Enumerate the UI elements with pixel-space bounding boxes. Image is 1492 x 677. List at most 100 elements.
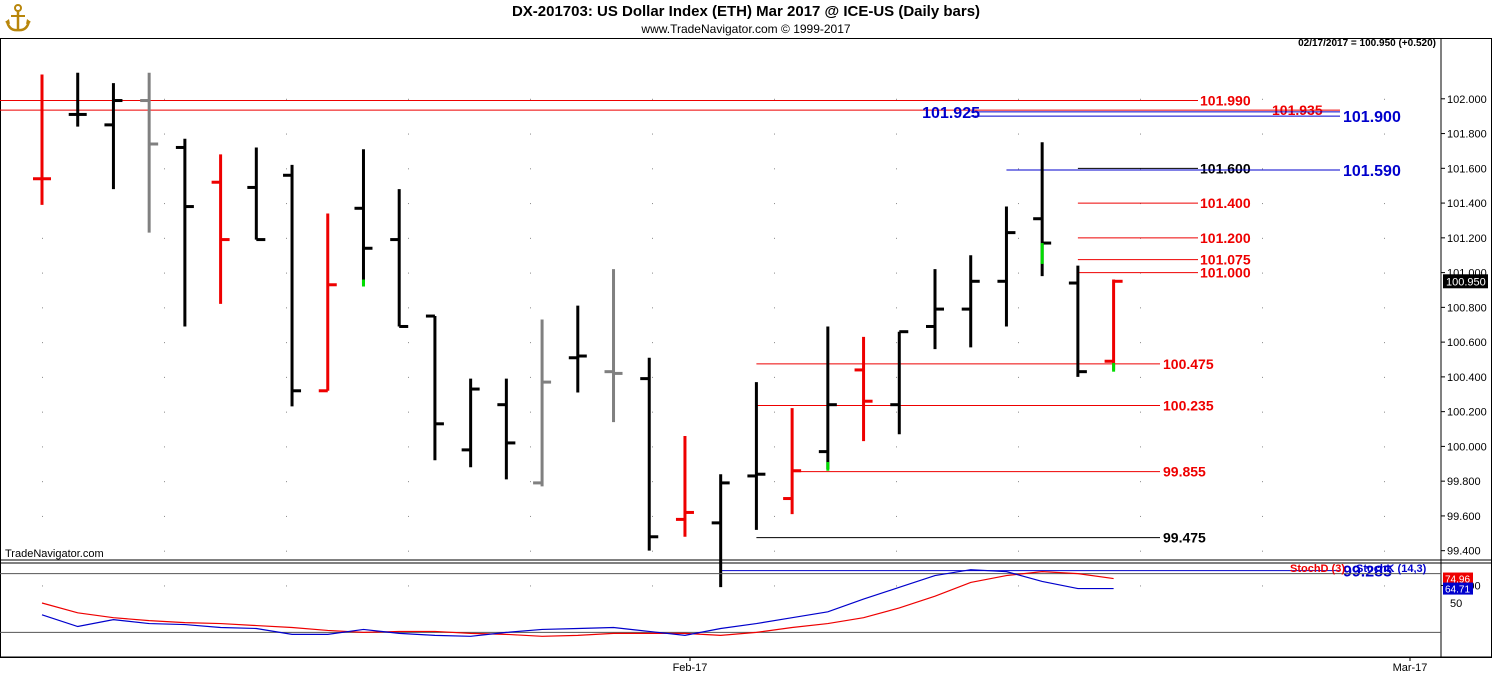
- grid-dot: [530, 515, 531, 517]
- grid-dot: [1018, 203, 1019, 205]
- grid-dot: [1262, 550, 1263, 552]
- grid-dot: [530, 550, 531, 552]
- grid-dot: [164, 98, 165, 100]
- grid-dot: [1262, 481, 1263, 483]
- grid-dot: [164, 168, 165, 170]
- grid-dot: [42, 272, 43, 274]
- grid-dot: [1384, 168, 1385, 170]
- grid-dot: [530, 307, 531, 309]
- grid-dot: [652, 481, 653, 483]
- grid-dot: [652, 376, 653, 378]
- grid-dot: [652, 307, 653, 309]
- grid-dot: [408, 307, 409, 309]
- ohlc-bar: [104, 83, 123, 190]
- ohlc-bar: [675, 435, 694, 537]
- grid-dot: [1018, 133, 1019, 135]
- grid-dot: [164, 272, 165, 274]
- grid-dot: [286, 133, 287, 135]
- grid-dot: [530, 237, 531, 239]
- price-tick-label: 101.200: [1447, 233, 1487, 245]
- ohlc-bar: [497, 378, 516, 480]
- price-tick-label: 102.000: [1447, 94, 1487, 106]
- ohlc-bar: [318, 213, 337, 393]
- grid-dot: [1018, 342, 1019, 344]
- grid-dot: [1018, 515, 1019, 517]
- grid-dot: [408, 550, 409, 552]
- grid-dot: [1262, 515, 1263, 517]
- grid-dot: [42, 481, 43, 483]
- grid-dot: [286, 411, 287, 413]
- grid-dot: [774, 411, 775, 413]
- ohlc-bar: [33, 74, 51, 205]
- level-label: 101.590: [1343, 163, 1401, 180]
- grid-dot: [286, 203, 287, 205]
- grid-dot: [1140, 585, 1141, 587]
- grid-dot: [1262, 98, 1263, 100]
- grid-dot: [774, 237, 775, 239]
- grid-dot: [1384, 342, 1385, 344]
- grid-dot: [1140, 98, 1141, 100]
- time-axis: Feb-17 Mar-17: [673, 657, 1427, 674]
- level-label: 99.855: [1163, 464, 1206, 480]
- level-label: 99.475: [1163, 530, 1206, 546]
- grid-dot: [1018, 98, 1019, 100]
- grid-dot: [42, 342, 43, 344]
- grid-dot: [530, 98, 531, 100]
- price-tick-label: 100.600: [1447, 337, 1487, 349]
- grid-dot: [164, 446, 165, 448]
- grid-dot: [1140, 446, 1141, 448]
- grid-dot: [896, 307, 897, 309]
- grid-dot: [408, 342, 409, 344]
- grid-dot: [1018, 272, 1019, 274]
- ohlc-bar: [354, 149, 373, 285]
- grid-dot: [286, 237, 287, 239]
- grid-dot: [1384, 585, 1385, 587]
- grid-dot: [774, 515, 775, 517]
- grid-dot: [896, 272, 897, 274]
- level-label: 101.600: [1200, 160, 1251, 176]
- grid-dot: [408, 446, 409, 448]
- grid-dot: [164, 307, 165, 309]
- grid-dot: [42, 585, 43, 587]
- ohlc-bar: [390, 189, 409, 328]
- price-tick-label: 99.600: [1447, 511, 1481, 523]
- ohlc-bar: [997, 206, 1016, 327]
- grid-dot: [652, 203, 653, 205]
- grid-dot: [1262, 237, 1263, 239]
- ohlc-bar: [1068, 265, 1087, 377]
- grid-dot: [408, 98, 409, 100]
- level-label: 101.075: [1200, 252, 1251, 268]
- grid-dot: [896, 550, 897, 552]
- grid-dot: [1140, 376, 1141, 378]
- ohlc-bar: [890, 330, 909, 435]
- grid-dot: [896, 168, 897, 170]
- grid-dot: [408, 203, 409, 205]
- ohlc-bar: [533, 319, 552, 487]
- grid-dot: [42, 446, 43, 448]
- price-tick-label: 100.800: [1447, 302, 1487, 314]
- grid-dot: [530, 272, 531, 274]
- grid-dot: [896, 342, 897, 344]
- grid-dot: [1018, 237, 1019, 239]
- grid-dot: [42, 307, 43, 309]
- ohlc-bar: [961, 255, 980, 348]
- ohlc-bar: [211, 154, 230, 304]
- price-tick-label: 101.400: [1447, 198, 1487, 210]
- stoch-value-badge: [1443, 572, 1473, 585]
- grid-dot: [1262, 272, 1263, 274]
- last-bar-info: 02/17/2017 = 100.950 (+0.520): [1298, 38, 1436, 49]
- level-label: 101.200: [1200, 230, 1251, 246]
- grid-dot: [1018, 446, 1019, 448]
- grid-dot: [1140, 307, 1141, 309]
- levels: 101.990 101.935 101.925 101.900 101.600 101.5…: [0, 93, 1401, 581]
- grid-dot: [42, 237, 43, 239]
- grid-dot: [774, 585, 775, 587]
- grid-dot: [530, 411, 531, 413]
- watermark: TradeNavigator.com: [5, 548, 104, 560]
- grid-dot: [408, 481, 409, 483]
- grid-dot: [652, 98, 653, 100]
- grid-dot: [652, 237, 653, 239]
- grid-dot: [774, 446, 775, 448]
- chart-title: DX-201703: US Dollar Index (ETH) Mar 201…: [511, 3, 981, 20]
- grid-dot: [896, 376, 897, 378]
